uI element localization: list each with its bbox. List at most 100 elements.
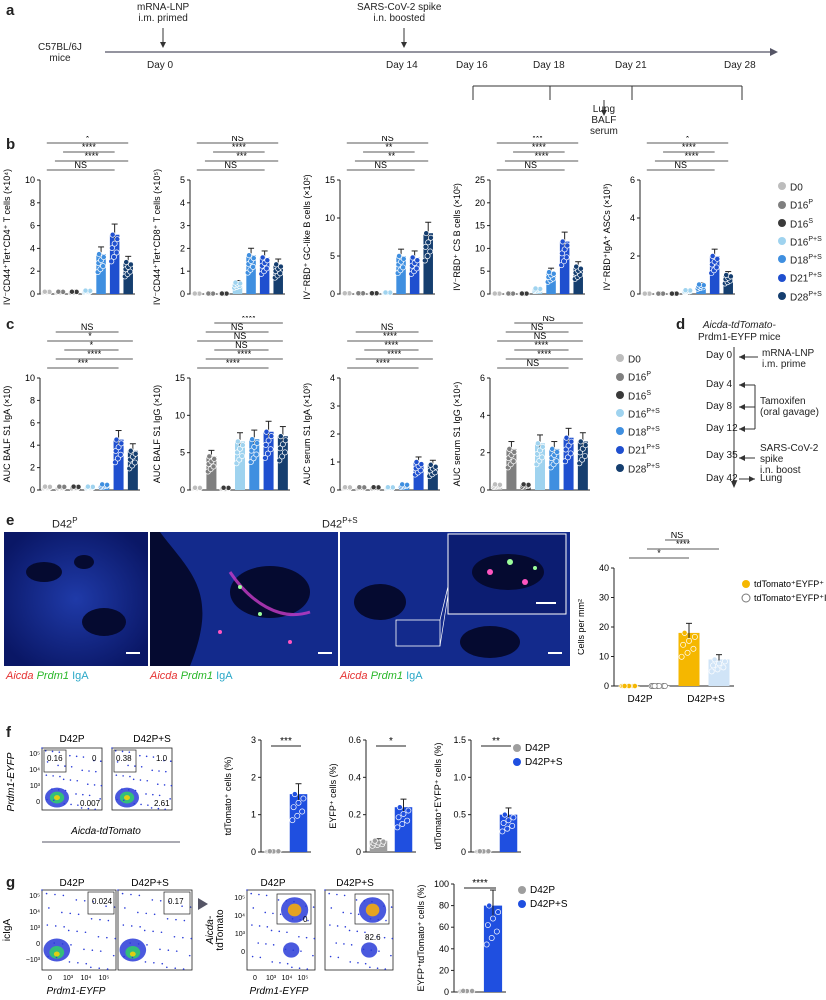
legend-swatch [778, 292, 786, 301]
event-dot [140, 803, 142, 806]
event-dot [251, 924, 253, 926]
event-dot [259, 956, 262, 959]
event-dot [69, 754, 71, 757]
event-dot [163, 759, 165, 762]
density-blob [283, 942, 300, 958]
d-tamoxifen: Tamoxifen (oral gavage) [760, 396, 819, 418]
data-point [127, 447, 134, 454]
data-point [558, 262, 565, 269]
data-point [132, 450, 139, 457]
harvest-label: Lung BALF serum [590, 104, 618, 137]
data-point [68, 288, 75, 295]
sig-label: NS [671, 532, 684, 540]
event-dot [99, 798, 101, 800]
d-day12: Day 12 [706, 423, 738, 434]
y-tick-label: 0 [356, 847, 361, 857]
event-dot [51, 788, 53, 790]
sig-label: * [90, 340, 94, 350]
data-point [655, 290, 662, 297]
event-dot [153, 962, 155, 964]
y-tick-label: 0 [251, 847, 256, 857]
bar [427, 464, 438, 490]
event-dot [77, 962, 79, 964]
event-dot [83, 948, 85, 951]
flow-title: D42P+S [133, 734, 171, 745]
event-dot [152, 930, 154, 933]
flow-xlabel: Aicda-tdTomato [70, 826, 141, 837]
bar [127, 450, 138, 490]
y-tick-label: 1 [180, 266, 185, 276]
data-point [96, 251, 103, 258]
legend-item: D0 [616, 350, 660, 368]
legend-item: D16S [616, 387, 660, 405]
sig-label: **** [383, 331, 398, 341]
gate [113, 749, 137, 773]
event-dot [298, 935, 300, 938]
legend-label: D16 [628, 390, 647, 402]
legend-label: D18 [628, 427, 647, 439]
day0-label: Day 0 [147, 60, 174, 71]
data-point [483, 941, 490, 948]
data-point [262, 441, 269, 448]
data-point [505, 290, 512, 297]
legend-swatch [518, 900, 526, 908]
event-dot [129, 942, 132, 944]
event-dot [190, 937, 193, 940]
sig-label: **** [237, 349, 252, 359]
event-dot [364, 931, 366, 934]
gate-value: 0.38 [116, 754, 132, 763]
panel-f-flow: D42P D42P+S 0.16 0 0.007 0.38 1.0 2.61 10⁵ 10⁴ 10³… [6, 734, 180, 843]
legend-swatch [513, 744, 521, 752]
event-dot [57, 788, 60, 791]
event-dot [88, 770, 90, 772]
sig-label: **** [232, 142, 247, 152]
panel-g-flow-2: D42P D42P+S 0 82.6 10⁵ 10⁴ 10³ 0 0 10³ 10⁴ 10⁵ Aicda… [205, 878, 394, 997]
event-dot [63, 926, 65, 928]
bar [573, 266, 583, 294]
day21-label: Day 21 [615, 60, 647, 71]
bar [123, 262, 133, 294]
data-point [488, 935, 495, 941]
legend-sup: P+S [646, 444, 660, 452]
legend-item: D16P+S [616, 405, 660, 423]
data-point [493, 928, 500, 935]
data-point [277, 433, 284, 440]
bar [506, 448, 517, 490]
event-dot [324, 889, 326, 891]
sig-label: **** [535, 151, 550, 161]
flow-title: D42P+S [336, 878, 374, 889]
event-dot [336, 925, 339, 927]
event-dot [121, 892, 124, 895]
y-tick-label: 3 [251, 735, 256, 745]
legend-sup: P [808, 199, 814, 207]
data-point [355, 290, 362, 297]
y-tick-label: 40 [439, 944, 449, 954]
data-point [290, 804, 297, 811]
d-title: Aicda-tdTomato- Prdm1-EYFP mice [698, 320, 781, 343]
data-point [563, 254, 570, 261]
micrograph-d42ps-1 [150, 532, 338, 666]
event-dot [258, 925, 261, 927]
data-point [582, 442, 589, 449]
event-dot [58, 751, 61, 753]
event-dot [107, 919, 110, 922]
data-point [509, 822, 516, 829]
data-point [250, 263, 257, 270]
y-tick-label: 4 [30, 243, 35, 253]
event-dot [55, 956, 58, 959]
data-point [300, 795, 307, 802]
y-axis-label: IV⁻RBD⁺ GC-like B cells (×10²) [302, 174, 312, 299]
data-point [291, 791, 298, 798]
data-point [75, 483, 82, 490]
data-point [510, 814, 517, 821]
data-point [504, 825, 511, 832]
event-dot [145, 755, 148, 758]
data-point [582, 453, 588, 459]
data-point [723, 272, 730, 278]
event-dot [329, 955, 332, 958]
data-point [42, 483, 48, 490]
legend-item: D21P+S [778, 269, 822, 287]
event-dot [132, 778, 135, 781]
data-point [491, 290, 498, 297]
y-tick-label: 0 [630, 289, 635, 299]
